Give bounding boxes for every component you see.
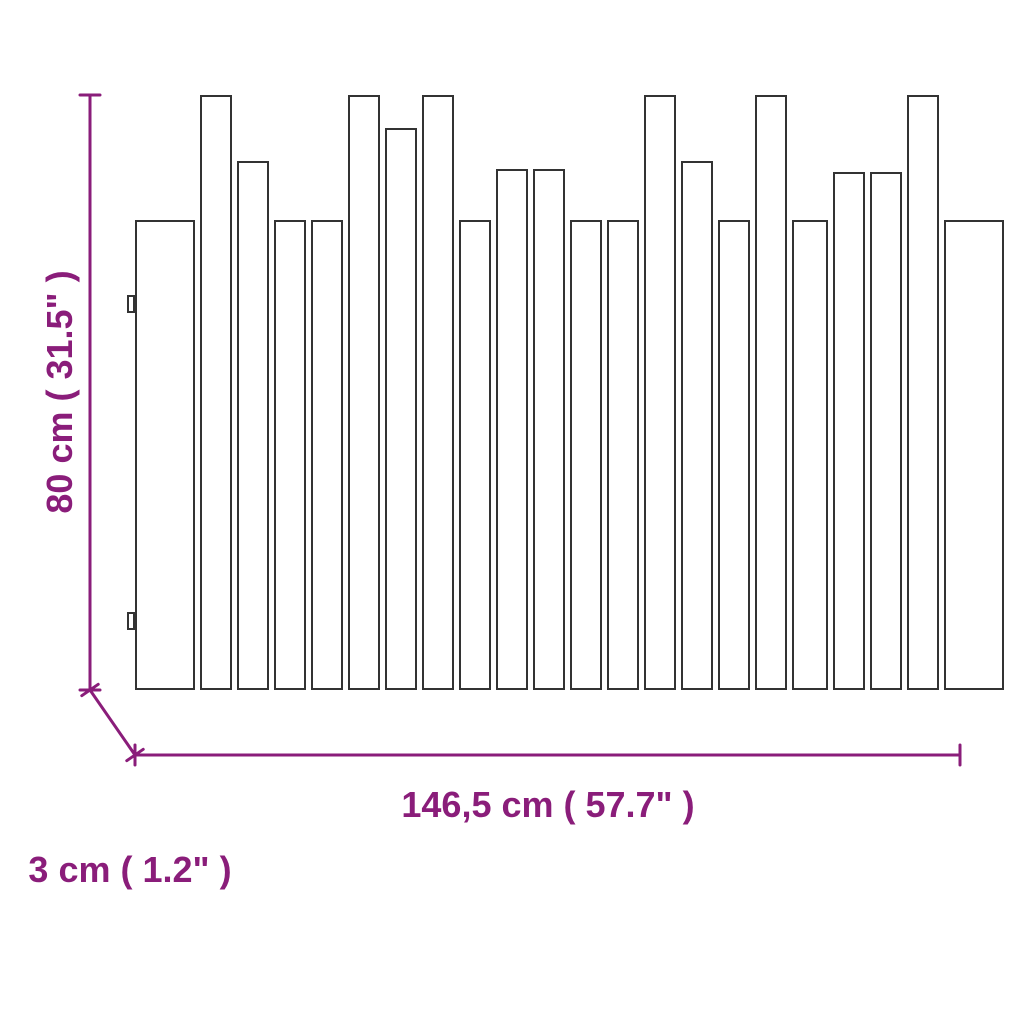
width-label: 146,5 cm ( 57.7" ) xyxy=(401,784,694,826)
depth-label: 3 cm ( 1.2" ) xyxy=(28,849,231,891)
dimension-diagram: 80 cm ( 31.5" ) 146,5 cm ( 57.7" ) 3 cm … xyxy=(0,0,1024,1024)
height-label: 80 cm ( 31.5" ) xyxy=(39,270,81,513)
